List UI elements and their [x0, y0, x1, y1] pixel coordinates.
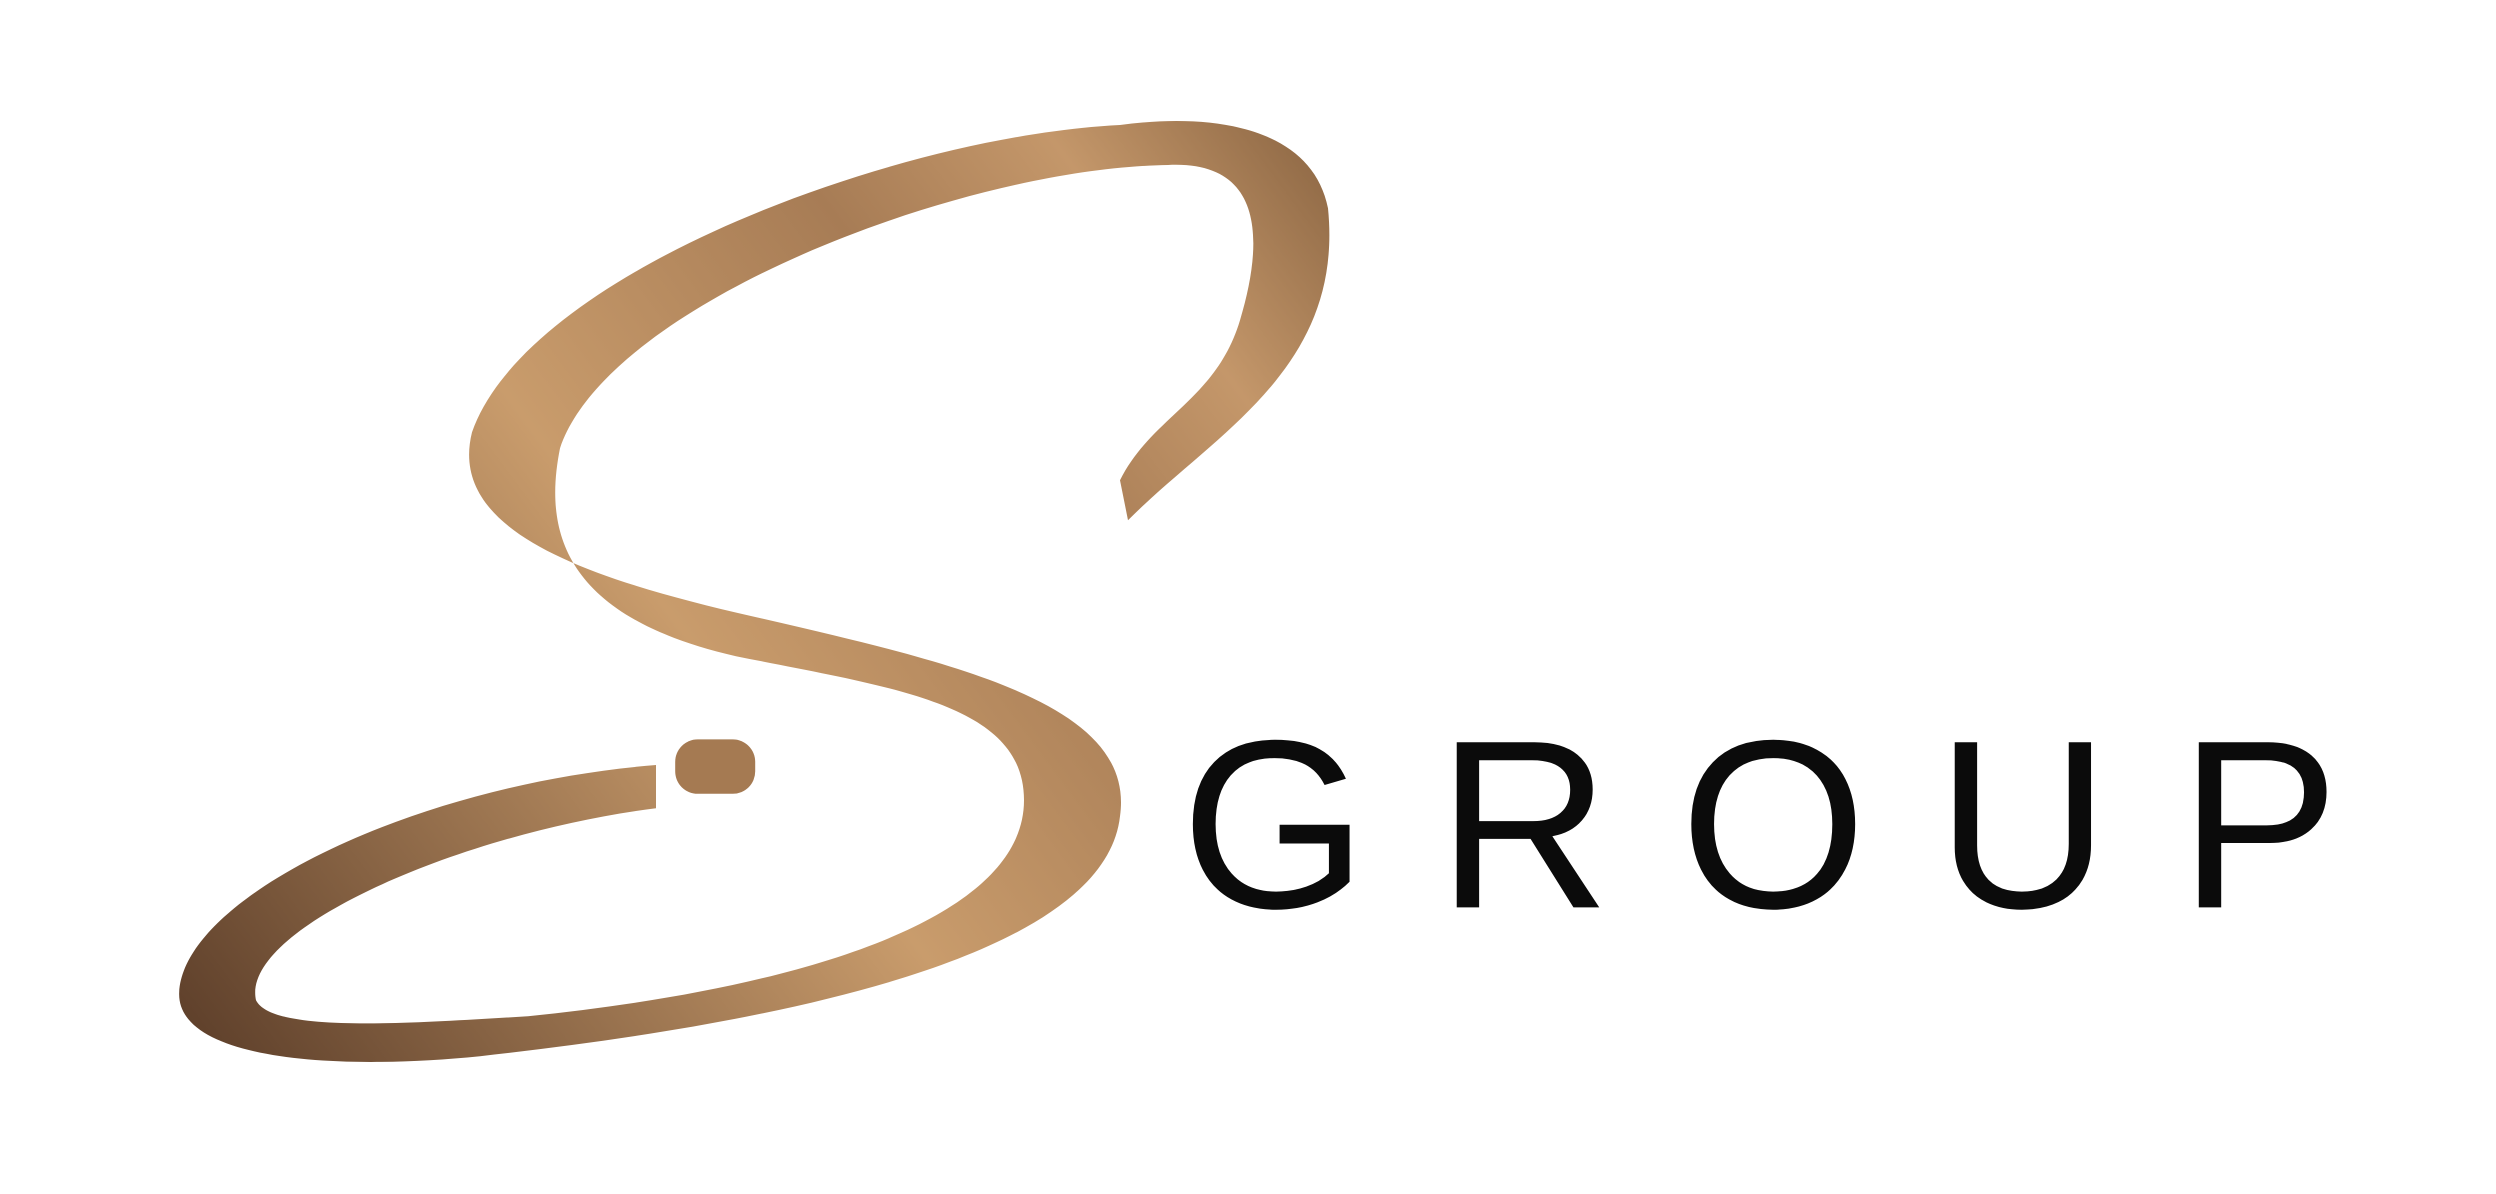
brand-text: GROUP [1181, 690, 2339, 958]
s-swoosh [179, 121, 1330, 1062]
s-dot [675, 739, 756, 794]
